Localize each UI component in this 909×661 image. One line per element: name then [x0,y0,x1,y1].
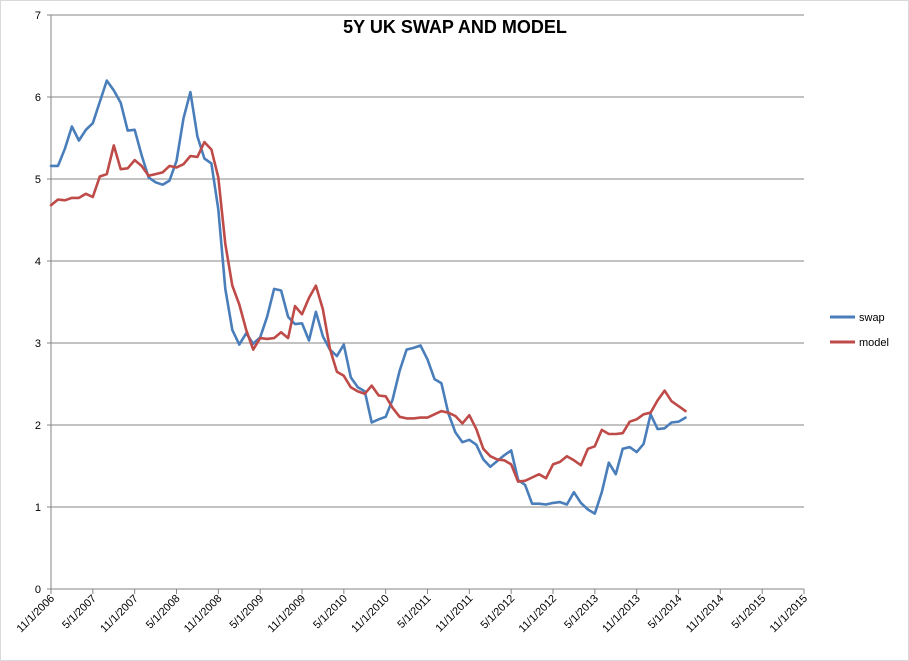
x-tick-label: 11/1/2007 [98,593,141,636]
legend: swap model [830,312,889,349]
x-tick-label: 11/1/2010 [349,593,392,636]
x-tick-label: 5/1/2014 [646,593,685,632]
x-tick-label: 5/1/2012 [479,593,518,632]
x-tick-label: 5/1/2013 [562,593,601,632]
x-tick-label: 5/1/2008 [144,593,183,632]
legend-model-label: model [859,337,889,349]
y-tick-label: 7 [35,10,41,22]
y-tick-label: 3 [35,338,41,350]
x-tick-label: 11/1/2008 [182,593,225,636]
grid-lines [51,14,804,508]
series-line-model [49,140,687,483]
x-tick-label: 5/1/2007 [60,593,99,632]
y-tick-label: 0 [35,584,41,596]
x-tick-label: 11/1/2014 [684,593,727,636]
y-axis: 0 1 2 3 4 5 6 7 [35,10,52,596]
x-tick-label: 11/1/2013 [600,593,643,636]
x-tick-label: 11/1/2011 [434,593,476,635]
x-tick-label: 11/1/2015 [768,593,811,636]
y-tick-label: 6 [35,92,41,104]
x-tick-label: 11/1/2012 [517,593,560,636]
x-tick-label: 11/1/2006 [15,593,58,636]
series-line-swap [49,79,687,515]
y-tick-label: 5 [35,174,41,186]
y-tick-label: 2 [35,420,41,432]
legend-swap-label: swap [859,312,885,324]
x-axis: 11/1/2006 5/1/2007 11/1/2007 5/1/2008 11/1/2… [15,588,811,636]
x-tick-label: 5/1/2015 [730,593,769,632]
chart-title: 5Y UK SWAP AND MODEL [343,17,567,37]
y-tick-label: 1 [35,502,41,514]
x-tick-label: 5/1/2009 [228,593,267,632]
x-tick-label: 5/1/2010 [311,593,350,632]
series-group [49,79,687,515]
x-tick-label: 5/1/2011 [395,593,433,631]
y-tick-label: 4 [35,256,41,268]
x-tick-label: 11/1/2009 [266,593,309,636]
